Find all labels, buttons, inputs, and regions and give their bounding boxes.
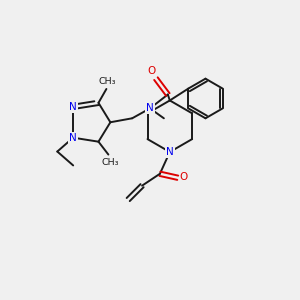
Text: N: N (146, 103, 154, 113)
Text: N: N (69, 102, 77, 112)
Text: CH₃: CH₃ (102, 158, 119, 167)
Text: CH₃: CH₃ (99, 76, 116, 85)
Text: N: N (69, 133, 77, 143)
Text: O: O (148, 66, 156, 76)
Text: O: O (180, 172, 188, 182)
Text: N: N (166, 147, 174, 157)
